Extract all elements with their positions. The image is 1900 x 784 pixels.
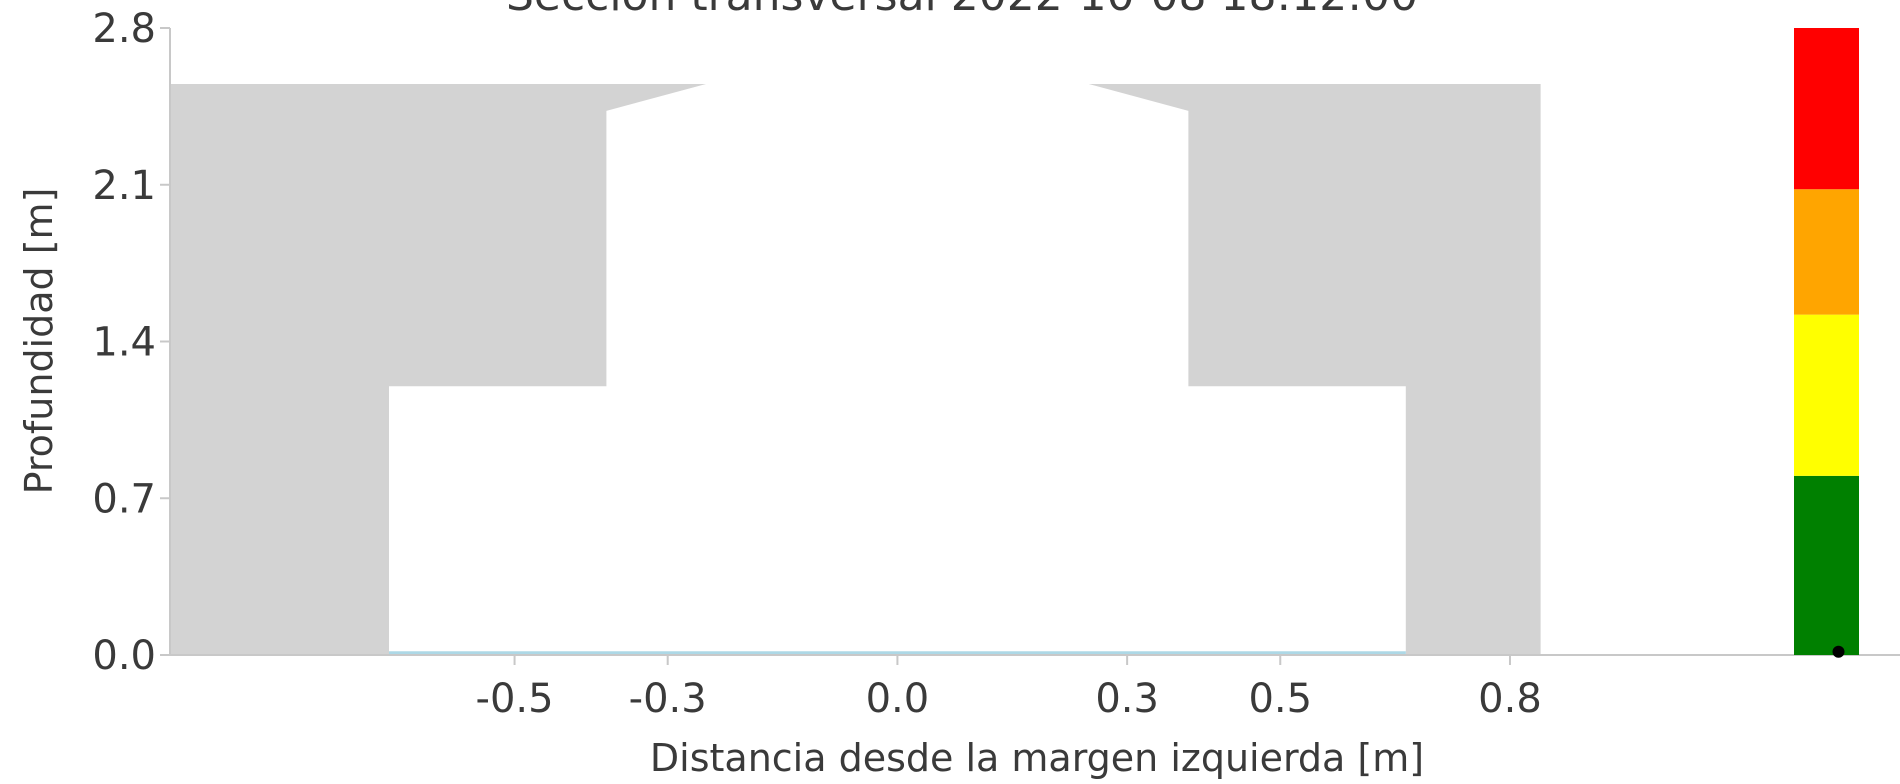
level-bar-segment bbox=[1794, 28, 1859, 190]
y-tick-label: 2.8 bbox=[92, 6, 156, 52]
y-ticks: 0.0 0.7 1.4 2.1 2.8 bbox=[92, 6, 170, 679]
y-tick-label: 0.0 bbox=[92, 633, 156, 679]
y-tick-label: 2.1 bbox=[92, 163, 156, 209]
level-bar-segment bbox=[1794, 189, 1859, 315]
level-bar-segment bbox=[1794, 314, 1859, 476]
y-tick-label: 1.4 bbox=[92, 320, 156, 366]
x-tick-label: 0.5 bbox=[1248, 676, 1312, 722]
x-tick-label: 0.3 bbox=[1095, 676, 1159, 722]
y-tick-label: 0.7 bbox=[92, 476, 156, 522]
x-ticks: -0.5 -0.3 0.0 0.3 0.5 0.8 bbox=[476, 655, 1542, 722]
x-tick-label: 0.8 bbox=[1478, 676, 1542, 722]
x-axis-label: Distancia desde la margen izquierda [m] bbox=[650, 736, 1424, 780]
x-tick-label: -0.3 bbox=[629, 676, 707, 722]
level-marker bbox=[1832, 645, 1845, 658]
level-bar bbox=[1794, 28, 1859, 658]
chart-title: Sección transversal 2022-10-08 18:12:00 bbox=[506, 0, 1418, 21]
y-axis-label: Profundidad [m] bbox=[17, 188, 61, 495]
terrain-left-bank bbox=[170, 84, 706, 655]
level-bar-segment bbox=[1794, 475, 1859, 655]
terrain-right-bank bbox=[1088, 84, 1541, 655]
terrain-layer bbox=[170, 84, 1541, 655]
x-tick-label: 0.0 bbox=[866, 676, 930, 722]
x-tick-label: -0.5 bbox=[476, 676, 554, 722]
